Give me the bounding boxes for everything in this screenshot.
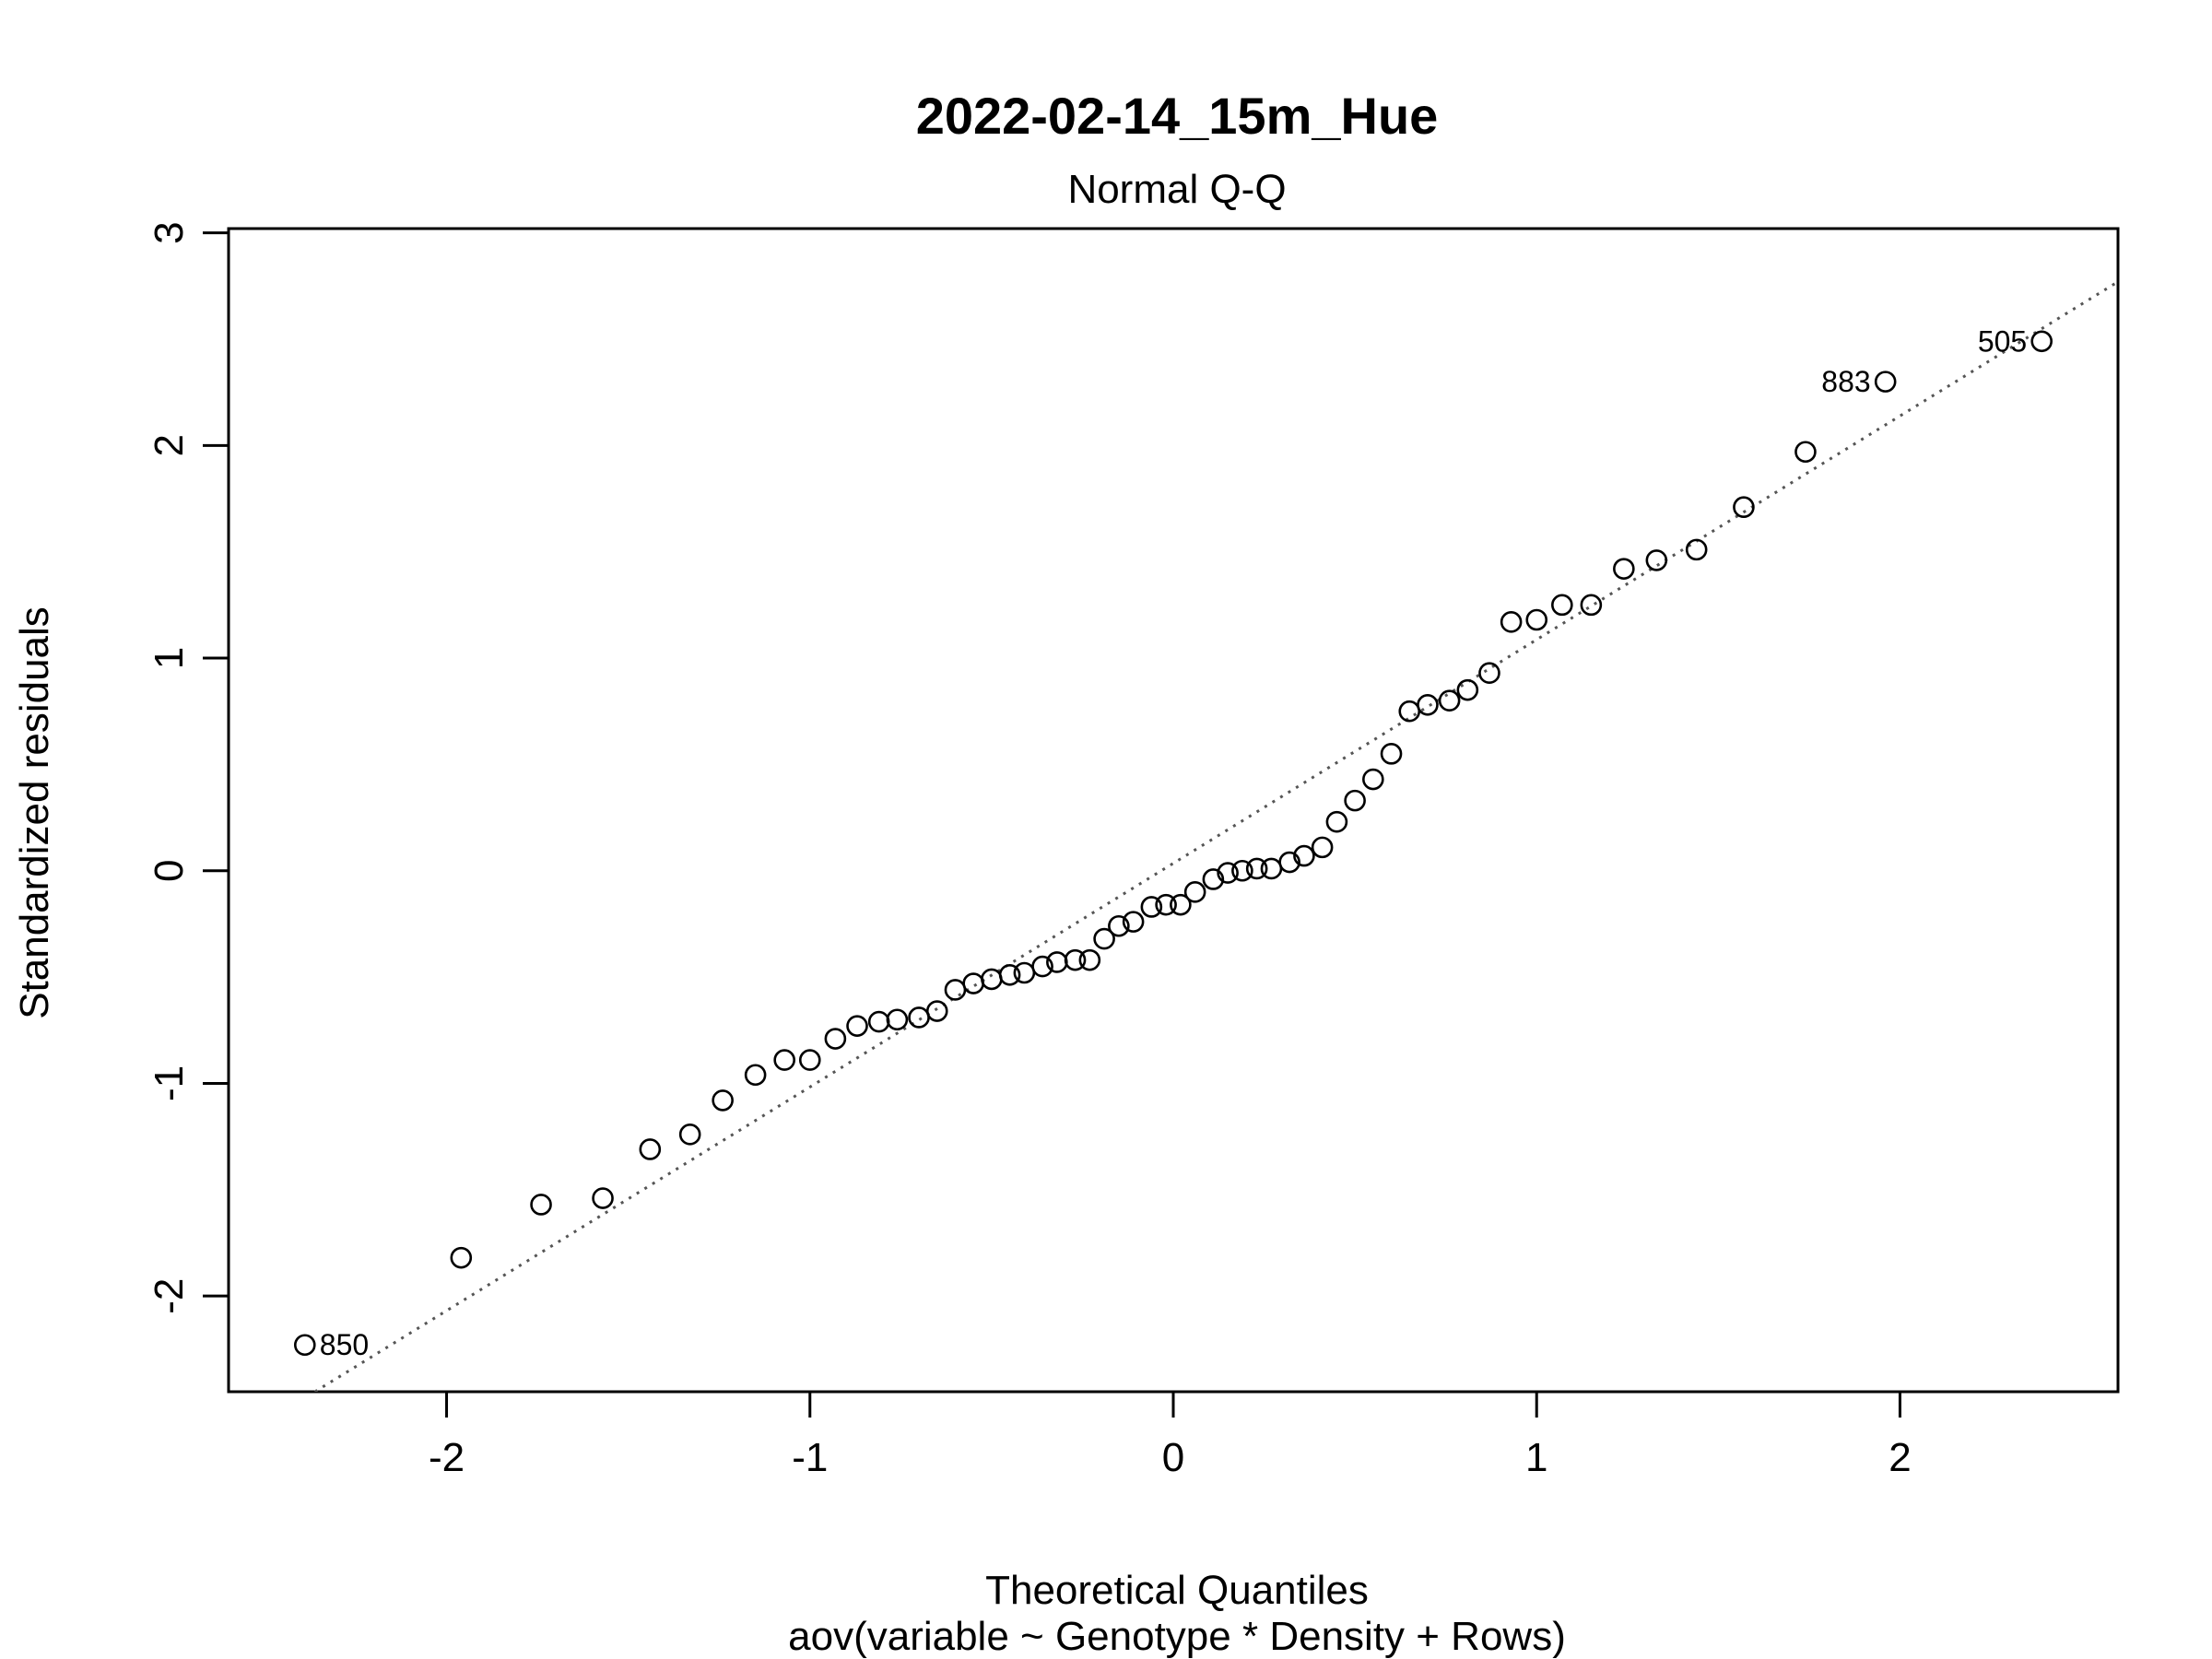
data-point <box>1362 768 1384 791</box>
x-axis-label: Theoretical Quantiles <box>985 1568 1369 1613</box>
point-label: 883 <box>1821 365 1870 398</box>
data-point <box>1417 693 1439 716</box>
data-point <box>1685 538 1708 561</box>
data-point <box>846 1015 868 1037</box>
data-point <box>1031 955 1053 978</box>
y-tick-label: 0 <box>147 860 192 882</box>
x-axis-sublabel: aov(variable ~ Genotype * Density + Rows… <box>788 1614 1566 1659</box>
data-point <box>773 1049 795 1071</box>
data-point <box>824 1028 847 1050</box>
data-point <box>1551 594 1573 617</box>
chart-subtitle: Normal Q-Q <box>1067 167 1286 212</box>
data-point <box>1874 371 1897 393</box>
data-point <box>1093 927 1115 950</box>
data-point <box>2030 330 2053 353</box>
data-point <box>1170 893 1192 916</box>
plot-frame <box>227 227 2120 1394</box>
data-point <box>1733 496 1755 519</box>
data-point <box>1013 961 1036 984</box>
data-point <box>925 1000 948 1022</box>
data-point <box>1217 862 1239 884</box>
y-tick-label: -2 <box>147 1278 192 1314</box>
chart-title: 2022-02-14_15m_Hue <box>916 87 1439 145</box>
data-point <box>1140 896 1163 918</box>
data-point <box>1580 594 1603 617</box>
data-point <box>1108 914 1130 937</box>
data-point <box>293 1334 316 1357</box>
data-point <box>639 1138 662 1160</box>
y-tick-label: -1 <box>147 1065 192 1101</box>
data-point <box>1311 836 1334 859</box>
data-point <box>867 1010 890 1033</box>
data-point <box>798 1049 821 1071</box>
plot-area: -2 -1 0 1 2 -2 -1 0 1 2 3 883 505 850 <box>147 221 2120 1480</box>
data-point <box>678 1124 701 1146</box>
data-point <box>1456 678 1479 701</box>
data-point <box>1525 608 1548 631</box>
data-point <box>1293 844 1315 867</box>
data-point <box>744 1064 767 1087</box>
data-point <box>530 1194 552 1216</box>
y-tick-label: 2 <box>147 434 192 456</box>
x-tick-label: -2 <box>429 1435 465 1480</box>
data-point <box>1398 700 1421 723</box>
data-point <box>1645 549 1668 571</box>
point-label: 850 <box>320 1328 369 1361</box>
data-point <box>1078 948 1101 971</box>
data-point <box>1202 868 1225 890</box>
data-point <box>1438 689 1461 712</box>
data-point <box>962 972 984 994</box>
data-point <box>1380 743 1403 765</box>
x-tick-label: 1 <box>1525 1435 1547 1480</box>
x-tick-label: 0 <box>1162 1435 1184 1480</box>
data-point <box>1478 662 1500 684</box>
data-point <box>592 1187 614 1209</box>
data-point <box>712 1089 734 1112</box>
data-point <box>1260 857 1283 880</box>
data-point <box>1122 911 1145 933</box>
data-point <box>1278 851 1300 874</box>
data-point <box>1344 789 1366 812</box>
x-tick-label: 2 <box>1888 1435 1911 1480</box>
data-point <box>1183 881 1206 903</box>
data-point <box>1794 441 1817 464</box>
point-label: 505 <box>1978 324 2027 358</box>
data-point <box>908 1006 930 1029</box>
data-point <box>1155 893 1177 916</box>
data-point <box>886 1008 909 1031</box>
data-point <box>1613 558 1635 580</box>
data-point <box>981 968 1003 991</box>
y-axis-label: Standardized residuals <box>12 606 57 1019</box>
x-tick-label: -1 <box>792 1435 828 1480</box>
data-point <box>1064 948 1087 971</box>
data-point <box>998 964 1021 986</box>
data-point <box>1231 859 1253 882</box>
data-point <box>1245 857 1268 880</box>
data-point <box>1500 611 1523 633</box>
data-point <box>450 1246 473 1269</box>
y-tick-label: 3 <box>147 221 192 243</box>
data-point <box>944 979 967 1001</box>
data-point <box>1325 810 1348 833</box>
qq-reference-line <box>312 280 2118 1392</box>
y-tick-label: 1 <box>147 647 192 669</box>
